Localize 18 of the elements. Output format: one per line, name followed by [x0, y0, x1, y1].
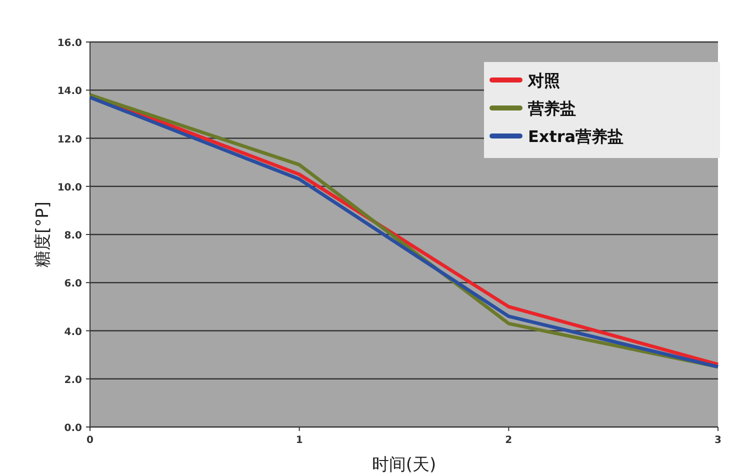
- x-axis-title: 时间(天): [372, 455, 436, 474]
- y-axis-title: 糖度[°P]: [33, 201, 53, 268]
- y-tick-label: 14.0: [57, 86, 82, 98]
- x-tick-label: 0: [86, 435, 94, 446]
- x-tick-label: 1: [296, 435, 303, 446]
- legend-label: 营养盐: [527, 99, 576, 118]
- y-tick-label: 16.0: [57, 38, 82, 49]
- x-tick-label: 2: [505, 435, 512, 446]
- y-tick-label: 0.0: [64, 423, 82, 434]
- y-tick-label: 4.0: [64, 326, 82, 338]
- x-tick-label: 3: [714, 435, 722, 446]
- y-tick-label: 2.0: [64, 374, 82, 386]
- y-tick-label: 12.0: [57, 134, 82, 146]
- legend-label: 对照: [527, 71, 560, 90]
- legend-label: Extra营养盐: [528, 127, 624, 146]
- y-tick-label: 10.0: [57, 182, 82, 194]
- y-tick-label: 6.0: [64, 278, 82, 290]
- y-tick-label: 8.0: [64, 230, 82, 242]
